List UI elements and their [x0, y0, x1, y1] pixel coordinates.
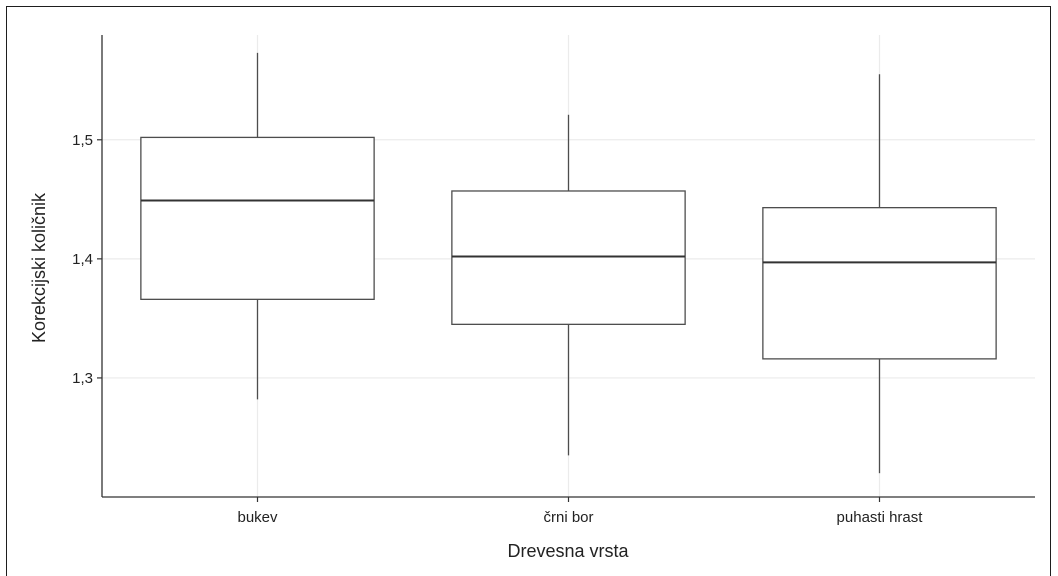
box-1: [140, 52, 375, 400]
box-2: [451, 114, 686, 456]
box-3: [762, 74, 997, 474]
axes: [97, 35, 1035, 502]
x-axis-title: Drevesna vrsta: [507, 541, 629, 561]
box-iqr: [451, 190, 686, 325]
labels: 1,3 1,4 1,5 bukev črni bor puhasti hrast: [72, 132, 923, 526]
x-tick-label: puhasti hrast: [837, 509, 924, 526]
x-tick-label: črni bor: [543, 509, 593, 526]
x-tick-label: bukev: [237, 509, 278, 526]
y-tick-label: 1,3: [72, 370, 93, 387]
box-iqr: [762, 207, 997, 360]
boxes: [140, 52, 997, 474]
y-axis-title: Korekcijski količnik: [29, 192, 49, 343]
y-tick-label: 1,5: [72, 132, 93, 149]
y-tick-label: 1,4: [72, 251, 93, 268]
box-iqr: [140, 136, 375, 300]
